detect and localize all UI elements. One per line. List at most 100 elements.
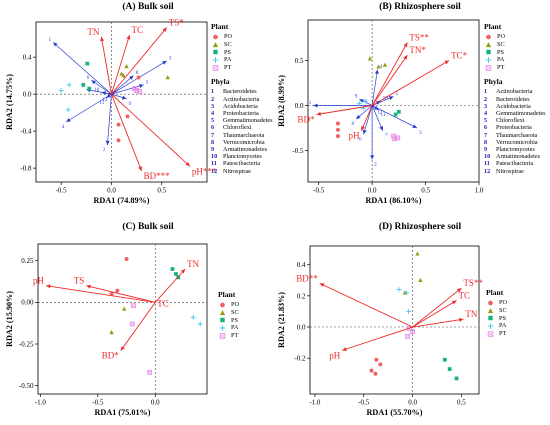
phylum-vector-label: 7 xyxy=(82,84,85,90)
pa-marker-icon xyxy=(487,323,494,329)
phylum-legend-item: 7 Thaumarchaeota xyxy=(211,132,273,139)
phylum-number: 2 xyxy=(484,95,488,103)
env-vector xyxy=(371,42,408,106)
sample-point-ps xyxy=(81,83,86,87)
legend-d: Plant PO SC PS PA PT xyxy=(486,288,507,337)
phylum-vector-label: 1 xyxy=(49,37,52,43)
sample-point-pt xyxy=(405,333,411,339)
phylum-legend-item: 6 Chloroflexi xyxy=(211,124,273,131)
legend-item-ps: PS xyxy=(211,48,273,56)
x-tick-label: -0.5 xyxy=(92,399,104,407)
phylum-name: Acidobacteria xyxy=(496,102,531,110)
y-tick-label: -0.2 xyxy=(294,355,306,363)
legend-plant-title: Plant xyxy=(218,290,236,299)
phylum-vector-label: 4 xyxy=(379,64,382,70)
sample-point-pa xyxy=(406,309,412,314)
pa-marker-icon xyxy=(485,57,492,63)
plot-frame xyxy=(37,243,208,395)
legend-plant-title: Plant xyxy=(484,22,502,31)
legend-item-pa: PA xyxy=(486,322,507,330)
phylum-name: Verrucomicrobia xyxy=(223,138,265,146)
sample-point-po xyxy=(115,288,120,293)
phylum-legend-item: 7 Thaumarchaeota xyxy=(484,132,546,139)
x-tick-label: -0.5 xyxy=(358,399,370,407)
y-tick-label: 0.4 xyxy=(23,54,32,62)
env-vector xyxy=(371,60,450,106)
sample-point-pa xyxy=(197,321,203,327)
phylum-vector xyxy=(355,105,373,120)
plant-legend-list: PO SC PS PA PT xyxy=(484,33,546,71)
phylum-number: 9 xyxy=(484,145,488,153)
phylum-vector xyxy=(101,91,112,96)
sample-point-po xyxy=(109,292,114,296)
legend-label: PT xyxy=(499,329,507,337)
env-vector-label: TS** xyxy=(463,278,483,288)
legend-marker-shape xyxy=(486,34,491,40)
sample-point-pa xyxy=(66,82,72,88)
phylum-legend-item: 12 Nitrospirae xyxy=(211,168,273,175)
phylum-vector xyxy=(371,69,379,106)
legend-label: PO xyxy=(224,33,232,41)
pt-marker-icon xyxy=(219,332,226,339)
env-vector-label: pH xyxy=(33,276,45,286)
y-tick-label: 0.0 xyxy=(297,323,306,331)
x-tick-label: -0.5 xyxy=(56,187,68,195)
env-vector-label: pH*** xyxy=(192,166,217,176)
sample-point-sc xyxy=(376,64,381,69)
legend-marker-shape xyxy=(486,50,491,55)
legend-marker-shape xyxy=(485,57,492,63)
env-vector xyxy=(412,287,462,328)
legend-item-sc: SC xyxy=(218,309,239,317)
sample-point-sc xyxy=(415,251,420,256)
phylum-name: Chloroflexi xyxy=(223,124,252,132)
phylum-number: 7 xyxy=(211,131,215,139)
x-tick-label: 0.5 xyxy=(157,187,166,195)
ps-marker-icon xyxy=(488,316,493,321)
phylum-number: 2 xyxy=(211,95,215,103)
env-vector xyxy=(371,54,408,106)
phylum-name: Gemmatimonadetes xyxy=(223,117,273,125)
ps-marker-icon xyxy=(486,50,491,55)
legend-marker-shape xyxy=(487,323,494,329)
env-vector-label: TN xyxy=(465,309,477,319)
sample-point-po xyxy=(124,257,129,261)
pt-marker-icon xyxy=(485,64,492,71)
phylum-legend-item: 9 Armatimonadetes xyxy=(211,146,273,153)
legend-label: PT xyxy=(224,63,232,71)
phylum-number: 1 xyxy=(211,88,215,96)
legend-plant-title: Plant xyxy=(486,288,504,297)
sample-point-pt xyxy=(129,321,135,327)
sample-point-po xyxy=(373,371,378,376)
legend-item-ps: PS xyxy=(218,316,239,324)
plant-legend-list: PO SC PS PA PT xyxy=(218,301,239,339)
legend-marker-shape xyxy=(485,64,492,71)
phylum-name: Thaumarchaeota xyxy=(496,131,538,139)
legend-item-sc: SC xyxy=(484,41,546,49)
y-tick-label: -0.25 xyxy=(19,340,34,348)
y-axis-label: RDA2 (8.99%) xyxy=(277,75,286,127)
sample-point-sc xyxy=(121,73,126,78)
legend-marker-shape xyxy=(220,318,225,323)
sample-point-ps xyxy=(85,61,90,66)
legend-label: PS xyxy=(231,316,238,324)
phylum-legend-item: 4 Gemmatimonadetes xyxy=(484,110,546,117)
env-vector xyxy=(154,268,186,303)
phylum-vector xyxy=(371,105,418,129)
legend-item-pt: PT xyxy=(218,332,239,340)
y-axis-label: RDA2 (21.83%) xyxy=(277,292,286,348)
phylum-number: 1 xyxy=(484,88,488,96)
phylum-vector-label: 2 xyxy=(374,162,377,168)
phylum-vector xyxy=(111,84,144,95)
y-tick-label: 0.00 xyxy=(21,299,34,307)
env-vector xyxy=(111,34,131,95)
phyla-legend-list: 1 Actinobacteria 2 Bacteroidetes 3 Acidobacte… xyxy=(484,88,546,174)
x-axis-label: RDA1 (55.70%) xyxy=(367,408,423,417)
phylum-name: Armatimonadetes xyxy=(496,153,540,161)
legend-label: PS xyxy=(497,48,504,56)
phylum-vector-label: 10 xyxy=(94,87,100,93)
env-vector-label: TS** xyxy=(409,33,429,43)
legend-phyla-title: Phyla xyxy=(211,77,230,87)
legend-label: PA xyxy=(231,324,239,332)
phylum-legend-item: 9 Planctomycetes xyxy=(484,146,546,153)
phylum-name: Bacteroidetes xyxy=(496,95,530,103)
